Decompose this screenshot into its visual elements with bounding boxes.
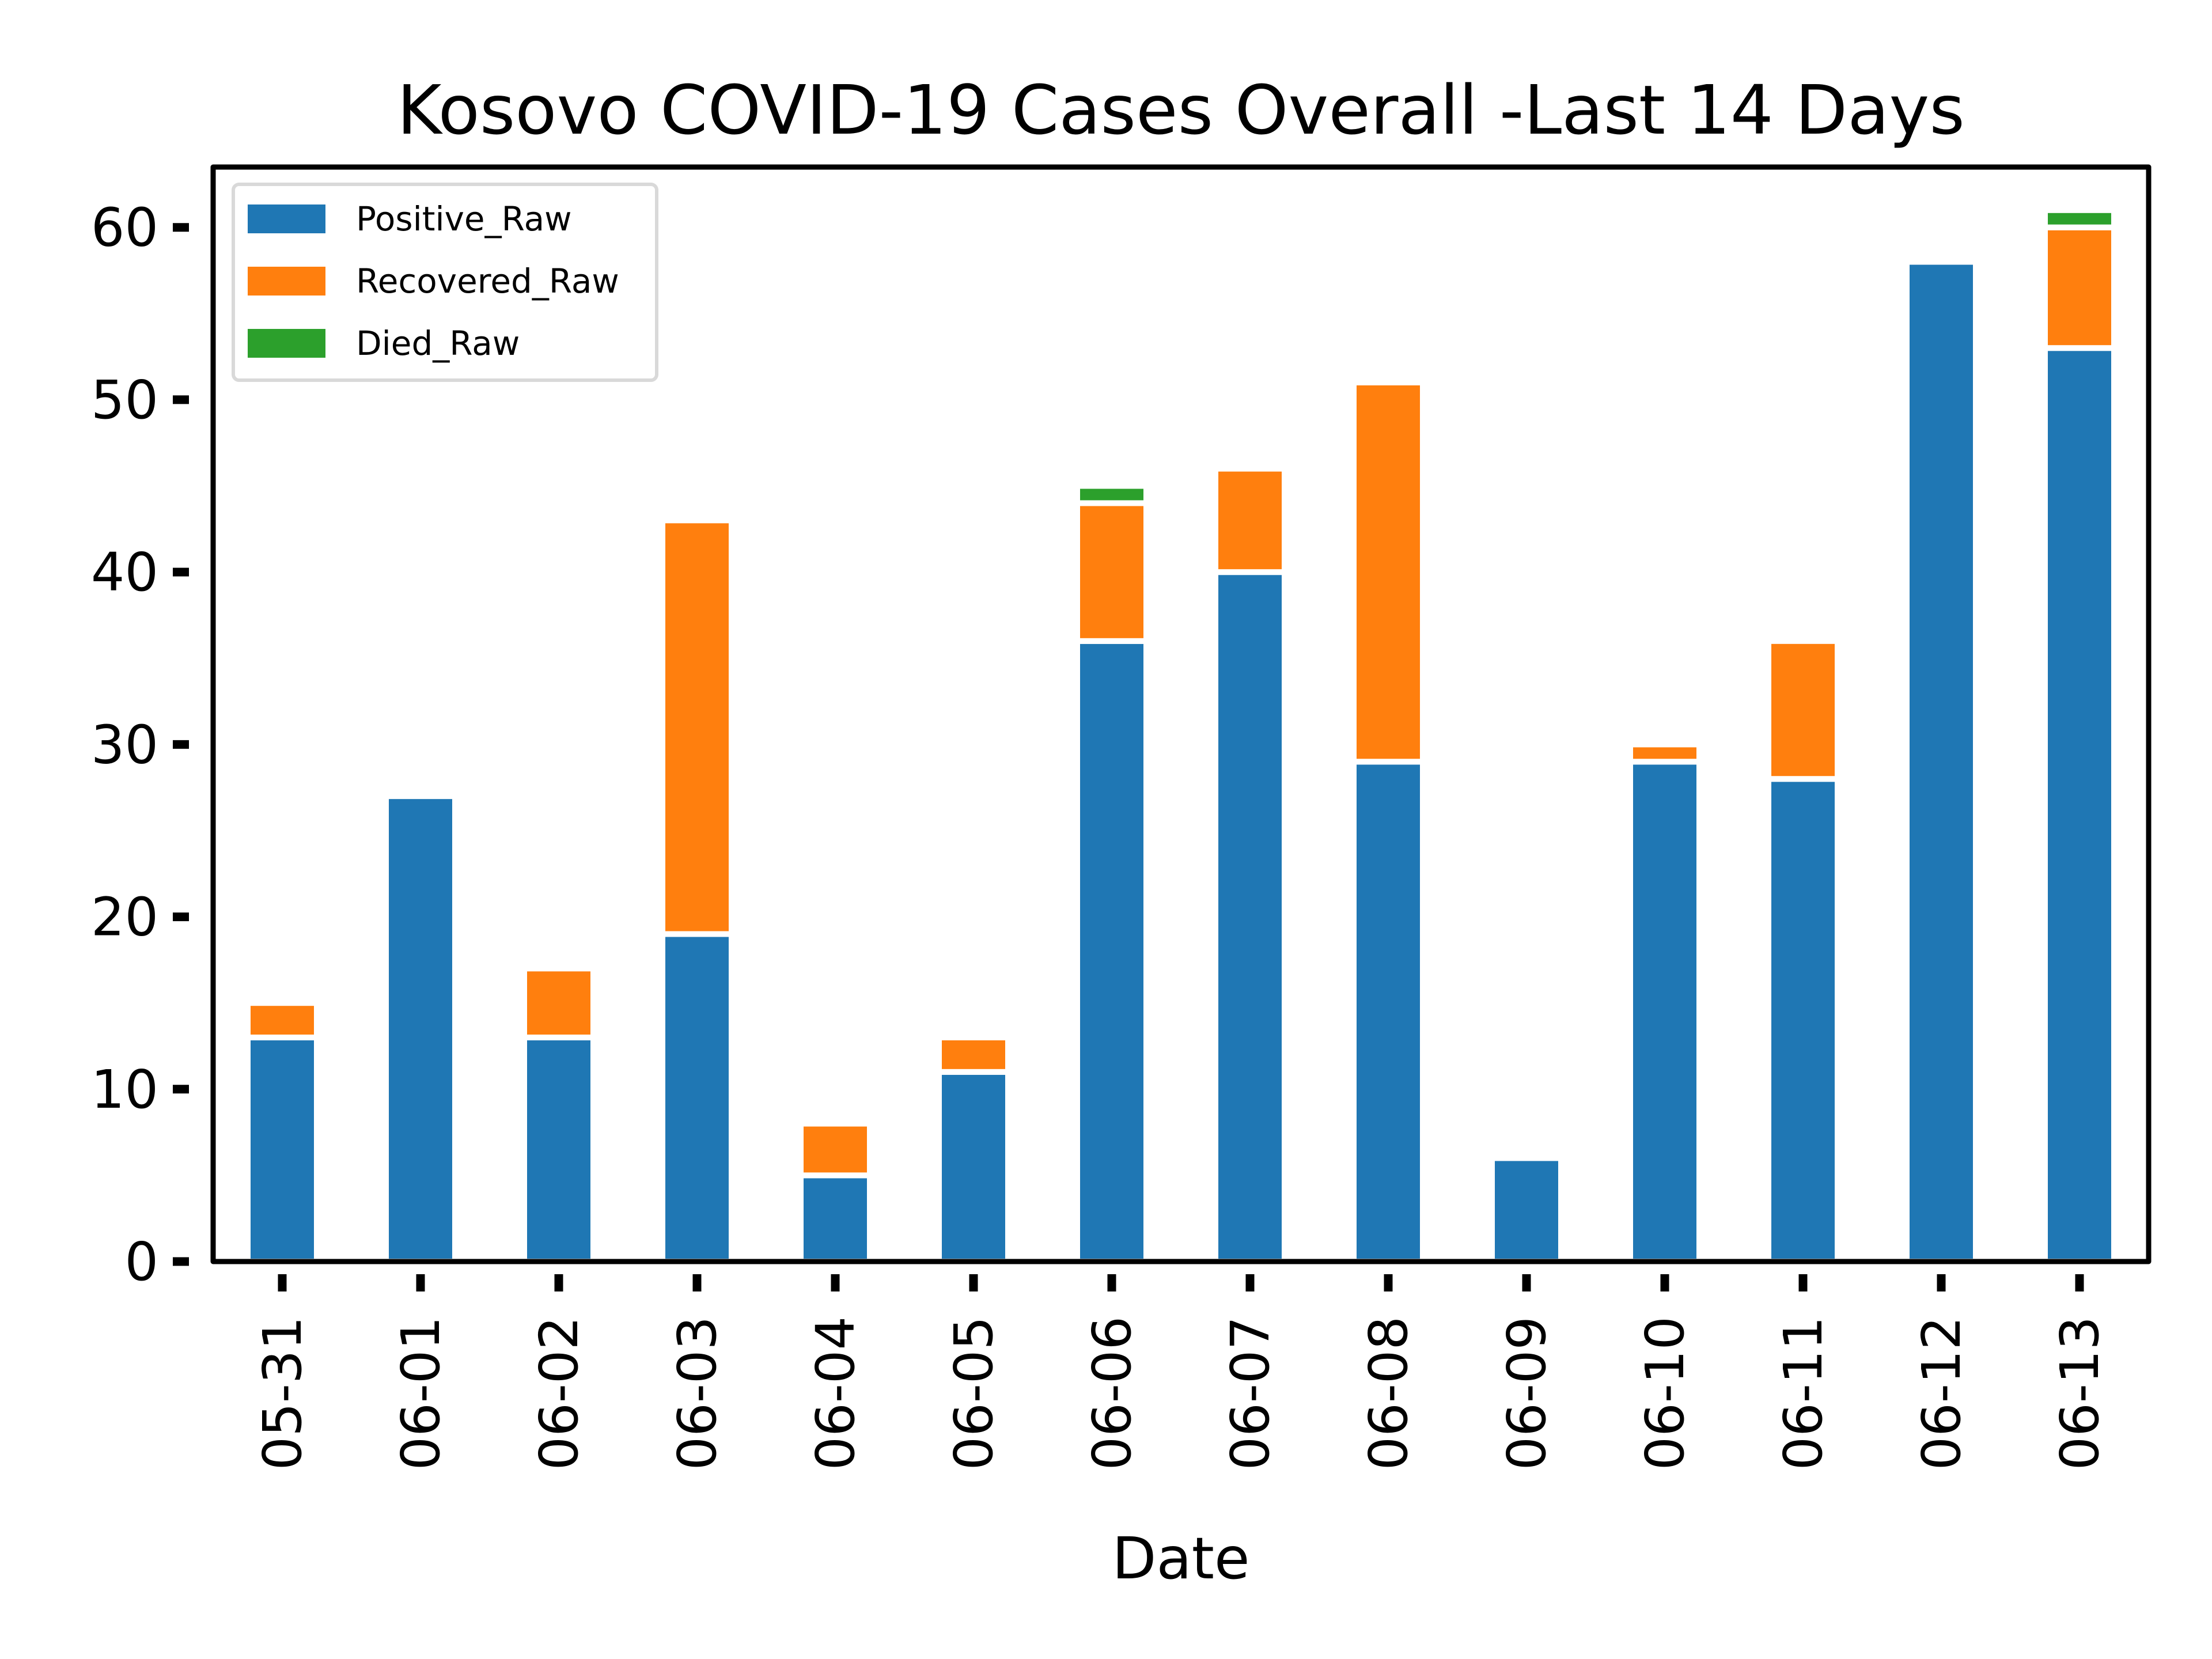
y-tick-label: 10 xyxy=(91,1059,158,1120)
legend-items: Positive_Raw Recovered_Raw Died_Raw xyxy=(248,199,619,363)
bar-positive-raw-06-12 xyxy=(1904,259,1979,1265)
bar-positive-raw-06-11 xyxy=(1766,776,1840,1264)
bar-recovered-raw-06-07 xyxy=(1213,465,1287,575)
legend-swatch xyxy=(248,329,325,358)
y-axis-ticks: 0 10 20 30 40 50 60 xyxy=(91,197,189,1293)
bar-recovered-raw-06-13 xyxy=(2042,224,2117,351)
x-axis-ticks: 05-31 06-01 06-02 06-03 06-04 06-05 06-06 06-07… xyxy=(252,1274,2111,1470)
legend-label: Died_Raw xyxy=(356,324,520,363)
y-tick-label: 60 xyxy=(91,197,158,259)
bar-positive-raw-06-08 xyxy=(1351,759,1426,1264)
legend-box xyxy=(232,183,658,382)
x-tick-label: 06-12 xyxy=(1911,1316,1972,1470)
bar-died-raw-06-06 xyxy=(1074,483,1149,506)
bar-recovered-raw-06-05 xyxy=(936,1035,1011,1075)
bar-recovered-raw-06-06 xyxy=(1074,500,1149,644)
x-tick-label: 06-01 xyxy=(390,1316,452,1470)
legend-label: Recovered_Raw xyxy=(356,262,619,301)
bar-positive-raw-06-04 xyxy=(798,1172,873,1264)
x-tick-label: 06-10 xyxy=(1634,1316,1696,1470)
bar-positive-raw-06-09 xyxy=(1489,1155,1564,1264)
bar-positive-raw-06-05 xyxy=(936,1069,1011,1264)
x-tick-label: 06-05 xyxy=(943,1316,1005,1470)
bar-recovered-raw-06-04 xyxy=(798,1120,873,1179)
x-tick-label: 06-07 xyxy=(1219,1316,1281,1470)
x-tick-label: 06-09 xyxy=(1496,1316,1558,1470)
bar-positive-raw-06-06 xyxy=(1074,638,1149,1264)
legend-swatch xyxy=(248,267,325,296)
x-tick-label: 06-13 xyxy=(2049,1316,2111,1470)
y-tick-label: 50 xyxy=(91,369,158,431)
bar-positive-raw-06-03 xyxy=(660,931,734,1265)
bar-recovered-raw-06-11 xyxy=(1766,638,1840,782)
y-tick-label: 20 xyxy=(91,887,158,948)
bar-recovered-raw-06-02 xyxy=(521,965,596,1041)
chart-title: Kosovo COVID-19 Cases Overall -Last 14 D… xyxy=(397,70,1965,150)
bar-recovered-raw-06-10 xyxy=(1627,741,1702,765)
x-tick-label: 06-02 xyxy=(528,1316,590,1470)
legend-label: Positive_Raw xyxy=(356,199,572,238)
bar-positive-raw-06-01 xyxy=(383,793,458,1264)
legend: Positive_Raw Recovered_Raw Died_Raw xyxy=(232,183,658,382)
x-tick-label: 06-08 xyxy=(1358,1316,1419,1470)
bars-layer xyxy=(245,207,2117,1265)
bar-recovered-raw-05-31 xyxy=(245,1000,320,1041)
y-tick-label: 0 xyxy=(124,1231,158,1293)
bar-positive-raw-06-10 xyxy=(1627,759,1702,1264)
x-tick-label: 06-04 xyxy=(805,1316,866,1470)
legend-swatch xyxy=(248,204,325,233)
bar-positive-raw-05-31 xyxy=(245,1035,320,1265)
axis-frame xyxy=(210,164,2152,1264)
bar-positive-raw-06-07 xyxy=(1213,569,1287,1264)
bar-died-raw-06-13 xyxy=(2042,207,2117,230)
bar-positive-raw-06-02 xyxy=(521,1035,596,1265)
x-tick-label: 06-11 xyxy=(1772,1316,1834,1470)
x-axis-label: Date xyxy=(1112,1525,1249,1592)
x-tick-label: 06-03 xyxy=(666,1316,728,1470)
bar-recovered-raw-06-08 xyxy=(1351,380,1426,765)
y-tick-label: 40 xyxy=(91,541,158,603)
bar-positive-raw-06-13 xyxy=(2042,345,2117,1264)
y-tick-label: 30 xyxy=(91,714,158,775)
x-tick-label: 05-31 xyxy=(252,1316,313,1470)
x-tick-label: 06-06 xyxy=(1081,1316,1143,1470)
bar-recovered-raw-06-03 xyxy=(660,517,734,937)
